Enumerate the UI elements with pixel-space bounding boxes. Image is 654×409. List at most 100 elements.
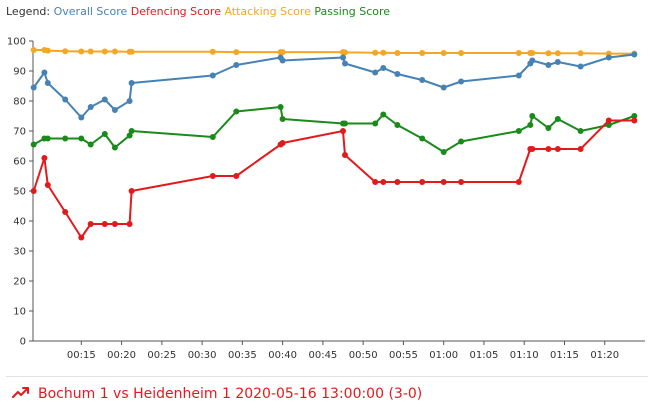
data-point-passing-score[interactable] — [577, 128, 584, 134]
data-point-defencing-score[interactable] — [126, 221, 133, 227]
data-point-passing-score[interactable] — [62, 135, 69, 142]
data-point-attacking-score[interactable] — [44, 47, 51, 54]
match-footer[interactable]: Bochum 1 vs Heidenheim 1 2020-05-16 13:0… — [12, 385, 422, 403]
data-point-passing-score[interactable] — [277, 104, 284, 110]
data-point-defencing-score[interactable] — [631, 117, 638, 124]
data-point-attacking-score[interactable] — [62, 48, 69, 55]
data-point-overall-score[interactable] — [30, 84, 37, 91]
data-point-overall-score[interactable] — [340, 54, 346, 61]
data-point-attacking-score[interactable] — [554, 50, 561, 57]
data-point-overall-score[interactable] — [394, 71, 401, 77]
data-point-defencing-score[interactable] — [233, 173, 240, 179]
data-point-passing-score[interactable] — [372, 120, 379, 127]
data-point-defencing-score[interactable] — [545, 146, 552, 152]
data-point-defencing-score[interactable] — [577, 146, 584, 152]
data-point-attacking-score[interactable] — [372, 49, 379, 56]
data-point-passing-score[interactable] — [380, 111, 387, 118]
data-point-passing-score[interactable] — [545, 125, 552, 131]
data-point-attacking-score[interactable] — [111, 48, 118, 55]
data-point-passing-score[interactable] — [631, 113, 638, 119]
data-point-overall-score[interactable] — [128, 80, 135, 86]
legend-item-attacking[interactable]: Attacking Score — [224, 5, 311, 18]
data-point-defencing-score[interactable] — [209, 173, 216, 179]
data-point-overall-score[interactable] — [554, 59, 561, 65]
data-point-passing-score[interactable] — [78, 135, 85, 142]
data-point-overall-score[interactable] — [209, 72, 216, 79]
data-point-defencing-score[interactable] — [394, 179, 401, 185]
data-point-attacking-score[interactable] — [128, 48, 135, 55]
data-point-passing-score[interactable] — [419, 135, 426, 142]
legend-item-defencing[interactable]: Defencing Score — [130, 5, 221, 18]
data-point-overall-score[interactable] — [233, 62, 240, 68]
data-point-passing-score[interactable] — [515, 128, 522, 134]
data-point-passing-score[interactable] — [233, 108, 240, 115]
data-point-overall-score[interactable] — [126, 98, 133, 104]
legend-item-passing[interactable]: Passing Score — [314, 5, 391, 18]
data-point-defencing-score[interactable] — [62, 209, 69, 215]
data-point-passing-score[interactable] — [527, 122, 534, 128]
data-point-attacking-score[interactable] — [87, 48, 94, 55]
data-point-attacking-score[interactable] — [233, 49, 240, 56]
series-line-attacking-score[interactable] — [33, 49, 635, 55]
data-point-overall-score[interactable] — [419, 77, 426, 83]
data-point-overall-score[interactable] — [545, 62, 552, 68]
data-point-passing-score[interactable] — [44, 135, 51, 142]
data-point-overall-score[interactable] — [111, 107, 118, 113]
data-point-defencing-score[interactable] — [44, 182, 51, 188]
data-point-passing-score[interactable] — [529, 113, 536, 119]
data-point-attacking-score[interactable] — [380, 49, 387, 56]
data-point-attacking-score[interactable] — [529, 50, 536, 56]
data-point-attacking-score[interactable] — [458, 50, 465, 56]
data-point-passing-score[interactable] — [440, 149, 447, 155]
data-point-attacking-score[interactable] — [515, 50, 522, 56]
data-point-passing-score[interactable] — [394, 122, 401, 128]
data-point-overall-score[interactable] — [41, 69, 48, 76]
data-point-passing-score[interactable] — [30, 141, 37, 148]
data-point-defencing-score[interactable] — [30, 188, 37, 194]
data-point-attacking-score[interactable] — [279, 49, 286, 56]
data-point-overall-score[interactable] — [87, 104, 94, 110]
data-point-defencing-score[interactable] — [279, 140, 286, 146]
data-point-attacking-score[interactable] — [394, 50, 401, 56]
data-point-overall-score[interactable] — [458, 78, 465, 85]
data-point-defencing-score[interactable] — [419, 179, 426, 185]
data-point-passing-score[interactable] — [101, 131, 108, 137]
data-point-attacking-score[interactable] — [209, 48, 216, 55]
data-point-defencing-score[interactable] — [41, 155, 48, 161]
data-point-passing-score[interactable] — [605, 122, 612, 128]
series-line-passing-score[interactable] — [33, 106, 635, 153]
data-point-defencing-score[interactable] — [380, 179, 387, 185]
data-point-defencing-score[interactable] — [340, 128, 346, 134]
data-point-defencing-score[interactable] — [440, 179, 447, 185]
data-point-passing-score[interactable] — [111, 144, 118, 151]
data-point-defencing-score[interactable] — [111, 221, 118, 227]
data-point-overall-score[interactable] — [62, 96, 69, 103]
data-point-passing-score[interactable] — [87, 141, 94, 148]
data-point-overall-score[interactable] — [342, 60, 348, 67]
data-point-overall-score[interactable] — [44, 80, 51, 86]
data-point-attacking-score[interactable] — [30, 47, 37, 53]
data-point-attacking-score[interactable] — [101, 48, 108, 55]
data-point-overall-score[interactable] — [440, 84, 447, 91]
data-point-passing-score[interactable] — [126, 132, 133, 139]
data-point-passing-score[interactable] — [554, 116, 561, 122]
data-point-attacking-score[interactable] — [545, 50, 552, 57]
data-point-passing-score[interactable] — [342, 120, 348, 127]
data-point-passing-score[interactable] — [279, 116, 286, 122]
data-point-overall-score[interactable] — [529, 57, 536, 64]
data-point-defencing-score[interactable] — [605, 117, 612, 124]
data-point-overall-score[interactable] — [577, 63, 584, 70]
data-point-overall-score[interactable] — [279, 57, 286, 64]
data-point-overall-score[interactable] — [101, 96, 108, 103]
data-point-defencing-score[interactable] — [554, 146, 561, 152]
data-point-defencing-score[interactable] — [101, 221, 108, 227]
data-point-overall-score[interactable] — [380, 65, 387, 71]
data-point-defencing-score[interactable] — [342, 152, 348, 158]
data-point-passing-score[interactable] — [128, 128, 135, 134]
data-point-overall-score[interactable] — [372, 69, 379, 76]
data-point-attacking-score[interactable] — [577, 50, 584, 57]
data-point-overall-score[interactable] — [605, 54, 612, 61]
data-point-defencing-score[interactable] — [458, 179, 465, 185]
data-point-defencing-score[interactable] — [529, 146, 536, 152]
series-line-defencing-score[interactable] — [32, 119, 635, 239]
